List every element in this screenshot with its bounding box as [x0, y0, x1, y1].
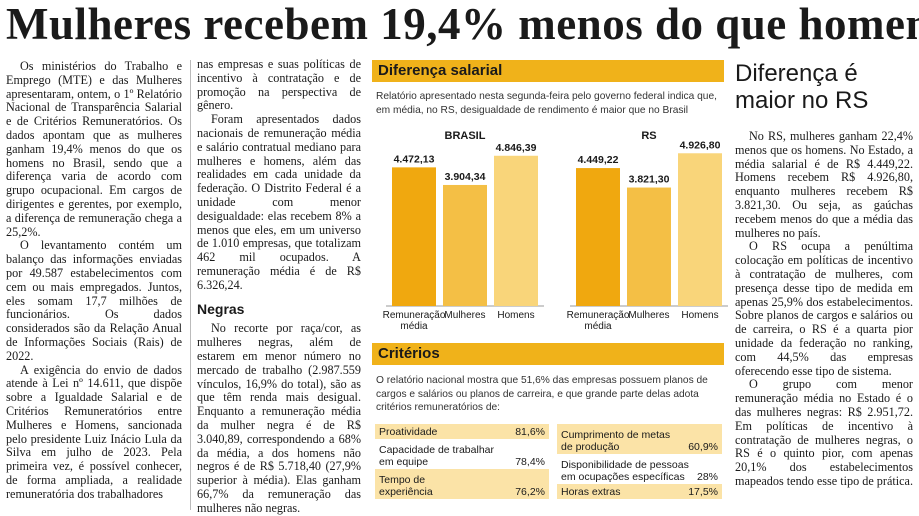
criterio-label: Tempo de experiência — [379, 474, 433, 498]
paragraph: Os ministérios do Trabalho e Emprego (MT… — [6, 59, 182, 239]
salary-charts: BRASIL4.472,13Remuneraçãomédia3.904,34Mu… — [383, 130, 728, 332]
bar-value-label: 4.846,39 — [496, 142, 537, 154]
category-label: Mulheres — [444, 310, 485, 321]
criterio-label: Cumprimento de metas de produção — [561, 429, 671, 453]
sidebar-column: No RS, mulheres ganham 22,4% menos que o… — [735, 129, 914, 489]
criterio-value: 60,9% — [688, 441, 718, 453]
bar-value-label: 3.821,30 — [629, 174, 670, 186]
infographic-header: Diferença salarial — [372, 60, 724, 82]
paragraph: O levantamento contém um balanço das inf… — [6, 238, 182, 363]
bar — [576, 168, 620, 306]
category-label: média — [400, 321, 428, 332]
criterio-value: 81,6% — [515, 426, 545, 438]
infographic-caption: Relatório apresentado nesta segunda-feir… — [376, 91, 717, 116]
subhead-negras: Negras — [197, 300, 245, 317]
bar — [627, 187, 671, 306]
criterio-value: 76,2% — [515, 486, 545, 498]
criterios-intro: O relatório nacional mostra que 51,6% da… — [376, 375, 708, 413]
bar — [678, 153, 722, 306]
category-label: média — [584, 321, 612, 332]
chart-title: BRASIL — [445, 130, 486, 142]
criterio-label: Disponibilidade de pessoas em ocupações … — [561, 459, 689, 483]
category-label: Mulheres — [628, 310, 669, 321]
bar-value-label: 4.926,80 — [680, 139, 721, 151]
criterio-label: Proatividade — [379, 426, 438, 438]
criterio-row: Disponibilidade de pessoas em ocupações … — [557, 454, 722, 484]
chart-title: RS — [641, 130, 656, 142]
criterio-row: Horas extras 17,5% — [557, 484, 722, 499]
bar-value-label: 4.449,22 — [578, 154, 619, 166]
bar — [494, 155, 538, 306]
paragraph: O RS ocupa a penúltima colocação em polí… — [735, 239, 913, 378]
criterio-value: 17,5% — [688, 486, 718, 498]
bar-value-label: 3.904,34 — [445, 171, 486, 183]
criterio-label: Capacidade de trabalhar em equipe — [379, 444, 494, 468]
criterios-table-right: Cumprimento de metas de produção 60,9% Di… — [557, 424, 722, 499]
category-label: Homens — [497, 310, 534, 321]
paragraph: O grupo com menor remuneração média no E… — [735, 377, 914, 488]
article-column-2: nas empresas e suas políticas de incenti… — [197, 57, 361, 516]
criterio-row: Cumprimento de metas de produção 60,9% — [557, 424, 722, 454]
headline: Mulheres recebem 19,4% menos do que home… — [6, 0, 919, 49]
bar — [443, 184, 487, 306]
paragraph: No RS, mulheres ganham 22,4% menos que o… — [735, 129, 913, 240]
criterio-row: Proatividade 81,6% — [375, 424, 549, 439]
paragraph: No recorte por raça/cor, as mulheres neg… — [197, 321, 361, 515]
criterio-label: Horas extras — [561, 486, 621, 498]
sidebar-title: Diferença é maior no RS — [735, 60, 869, 114]
paragraph: Foram apresentados dados nacionais de re… — [197, 112, 361, 292]
criterio-row: Tempo de experiência 76,2% — [375, 469, 549, 499]
bar — [392, 167, 436, 306]
bar-value-label: 4.472,13 — [394, 153, 435, 165]
category-label: Remuneração — [383, 310, 446, 321]
criterio-value: 78,4% — [515, 456, 545, 468]
category-label: Remuneração — [567, 310, 630, 321]
criterios-header: Critérios — [372, 343, 724, 365]
column-divider — [190, 60, 191, 510]
article-column-1: Os ministérios do Trabalho e Emprego (MT… — [6, 59, 182, 502]
criterios-table-left: Proatividade 81,6% Capacidade de trabalha… — [375, 424, 549, 499]
paragraph: nas empresas e suas políticas de incenti… — [197, 57, 361, 113]
category-label: Homens — [681, 310, 718, 321]
criterio-row: Capacidade de trabalhar em equipe 78,4% — [375, 439, 549, 469]
paragraph: A exigência do envio de dados atende à L… — [6, 362, 182, 501]
criterio-value: 28% — [696, 471, 718, 483]
